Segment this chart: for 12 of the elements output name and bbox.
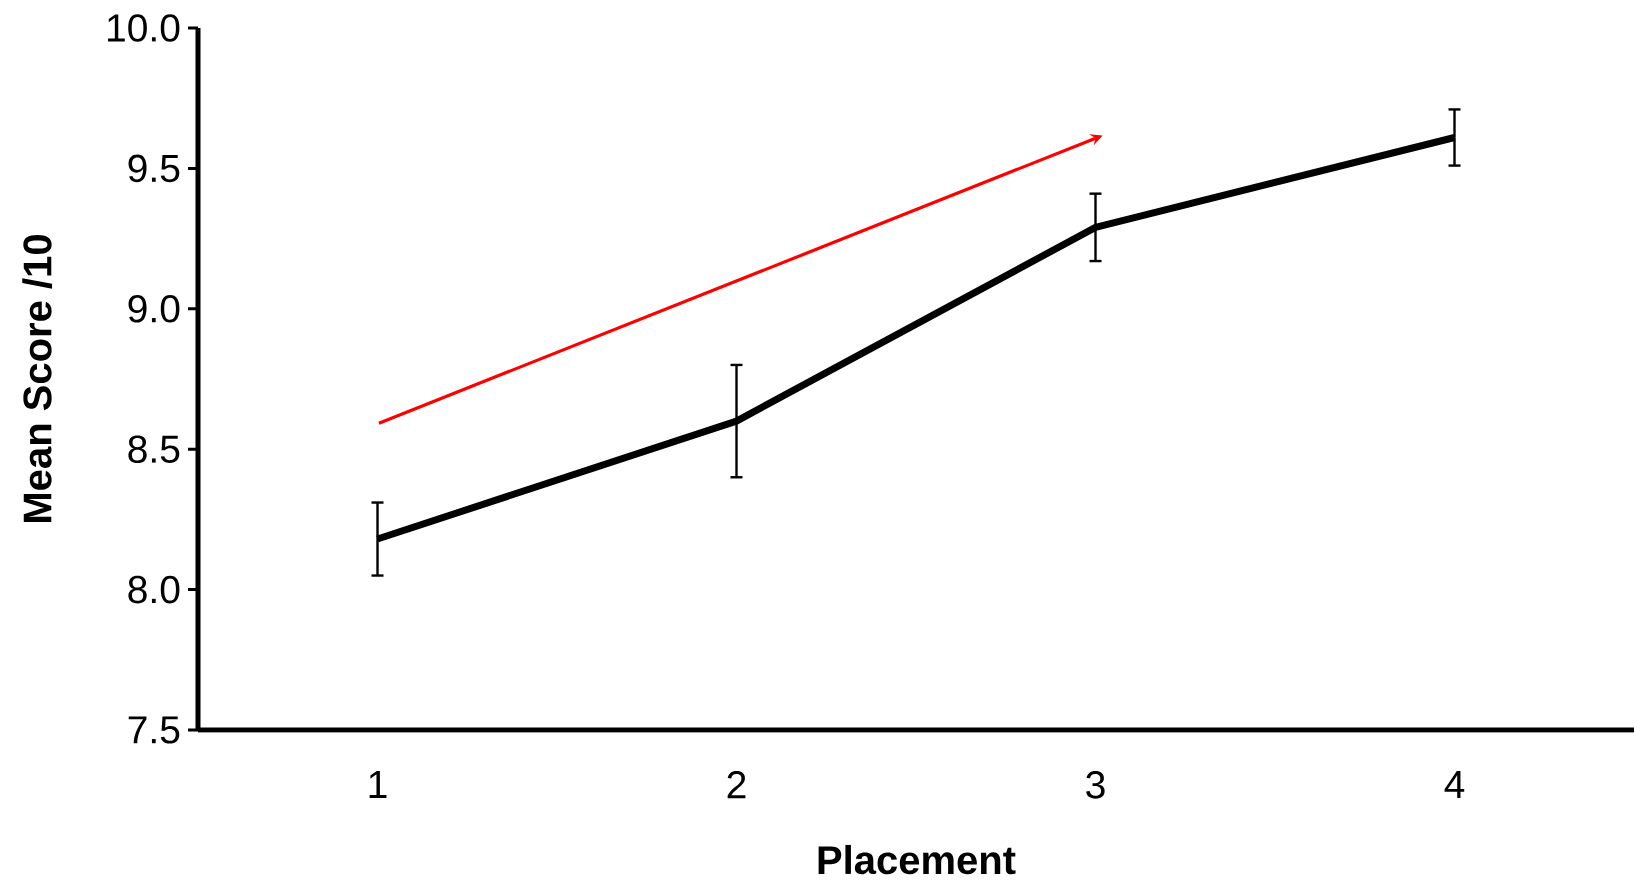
- x-tick-label: 1: [369, 771, 387, 798]
- y-tick-label: 10.0: [108, 14, 180, 42]
- y-tick-label: 7.5: [128, 716, 180, 744]
- y-tick-label: 8.5: [128, 435, 180, 463]
- x-tick-label: 4: [1444, 771, 1465, 798]
- y-tick-label: 8.0: [128, 575, 180, 604]
- x-tick-label: 2: [727, 771, 746, 799]
- y-tick-label: 9.0: [128, 294, 180, 323]
- x-axis-title: Placement: [818, 844, 1016, 875]
- y-tick-label: 9.5: [128, 154, 180, 183]
- x-tick-label: 3: [1086, 771, 1105, 799]
- y-axis-title: Mean Score /10: [22, 235, 53, 522]
